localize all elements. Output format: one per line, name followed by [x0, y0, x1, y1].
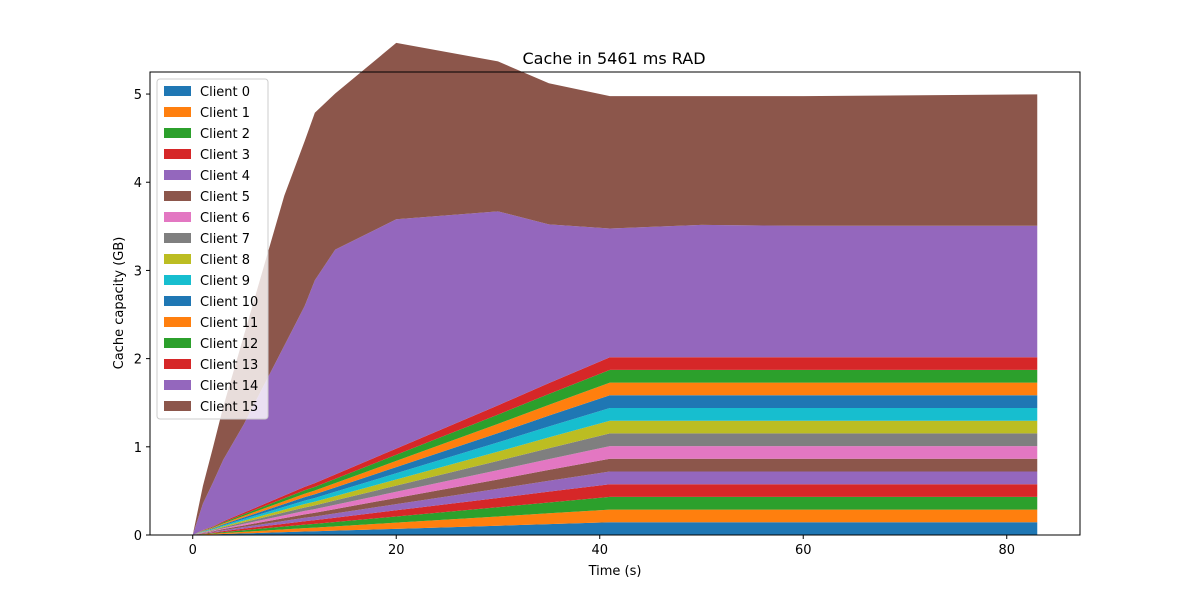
- area-client-4: [192, 471, 1038, 535]
- legend-label: Client 8: [200, 253, 250, 268]
- x-axis-label: Time (s): [588, 564, 642, 579]
- legend-swatch: [164, 128, 191, 138]
- area-client-5: [192, 458, 1038, 535]
- legend-label: Client 3: [200, 148, 250, 163]
- y-tick-label: 4: [134, 176, 142, 191]
- legend-label: Client 11: [200, 316, 258, 331]
- legend: Client 0 Client 1 Client 2 Client 3 Client 4…: [156, 78, 269, 420]
- plot-frame: [149, 71, 1081, 536]
- legend-swatch: [164, 296, 191, 306]
- area-client-1: [192, 509, 1038, 535]
- legend-box: [156, 78, 269, 420]
- legend-swatch: [164, 401, 191, 411]
- x-tick-label: 60: [795, 543, 812, 558]
- legend-swatch: [164, 86, 191, 96]
- legend-swatch: [164, 107, 191, 117]
- legend-swatch: [164, 233, 191, 243]
- legend-swatch: [164, 170, 191, 180]
- y-tick-label: 5: [134, 88, 142, 103]
- legend-label: Client 15: [200, 400, 258, 415]
- area-client-8: [192, 420, 1038, 535]
- legend-label: Client 1: [200, 106, 250, 121]
- area-layers: [192, 42, 1038, 536]
- legend-label: Client 4: [200, 169, 250, 184]
- y-tick-label: 0: [134, 529, 142, 544]
- x-axis: 0 20 40 60 80: [189, 535, 1015, 558]
- x-tick-label: 0: [189, 543, 197, 558]
- area-client-6: [192, 446, 1038, 535]
- chart-title: Cache in 5461 ms RAD: [522, 49, 705, 68]
- legend-swatch: [164, 338, 191, 348]
- legend-swatch: [164, 275, 191, 285]
- legend-label: Client 9: [200, 274, 250, 289]
- area-client-2: [192, 496, 1038, 535]
- legend-swatch: [164, 254, 191, 264]
- legend-label: Client 0: [200, 85, 250, 100]
- x-tick-label: 80: [998, 543, 1015, 558]
- legend-swatch: [164, 359, 191, 369]
- legend-swatch: [164, 149, 191, 159]
- legend-swatch: [164, 380, 191, 390]
- y-axis: 0 1 2 3 4 5: [134, 88, 150, 544]
- legend-label: Client 10: [200, 295, 258, 310]
- area-client-14: [192, 211, 1038, 535]
- x-tick-label: 40: [591, 543, 608, 558]
- legend-label: Client 12: [200, 337, 258, 352]
- legend-label: Client 7: [200, 232, 250, 247]
- y-tick-label: 1: [134, 441, 142, 456]
- area-client-3: [192, 484, 1038, 535]
- y-axis-label: Cache capacity (GB): [112, 237, 127, 370]
- legend-label: Client 14: [200, 379, 258, 394]
- legend-label: Client 13: [200, 358, 258, 373]
- area-client-15: [192, 42, 1038, 536]
- legend-label: Client 2: [200, 127, 250, 142]
- legend-swatch: [164, 212, 191, 222]
- y-tick-label: 2: [134, 353, 142, 368]
- legend-label: Client 6: [200, 211, 250, 226]
- x-tick-label: 20: [388, 543, 405, 558]
- legend-swatch: [164, 317, 191, 327]
- legend-swatch: [164, 191, 191, 201]
- legend-label: Client 5: [200, 190, 250, 205]
- area-client-0: [192, 522, 1038, 535]
- area-client-7: [192, 433, 1038, 535]
- y-tick-label: 3: [134, 264, 142, 279]
- area-client-9: [192, 408, 1038, 535]
